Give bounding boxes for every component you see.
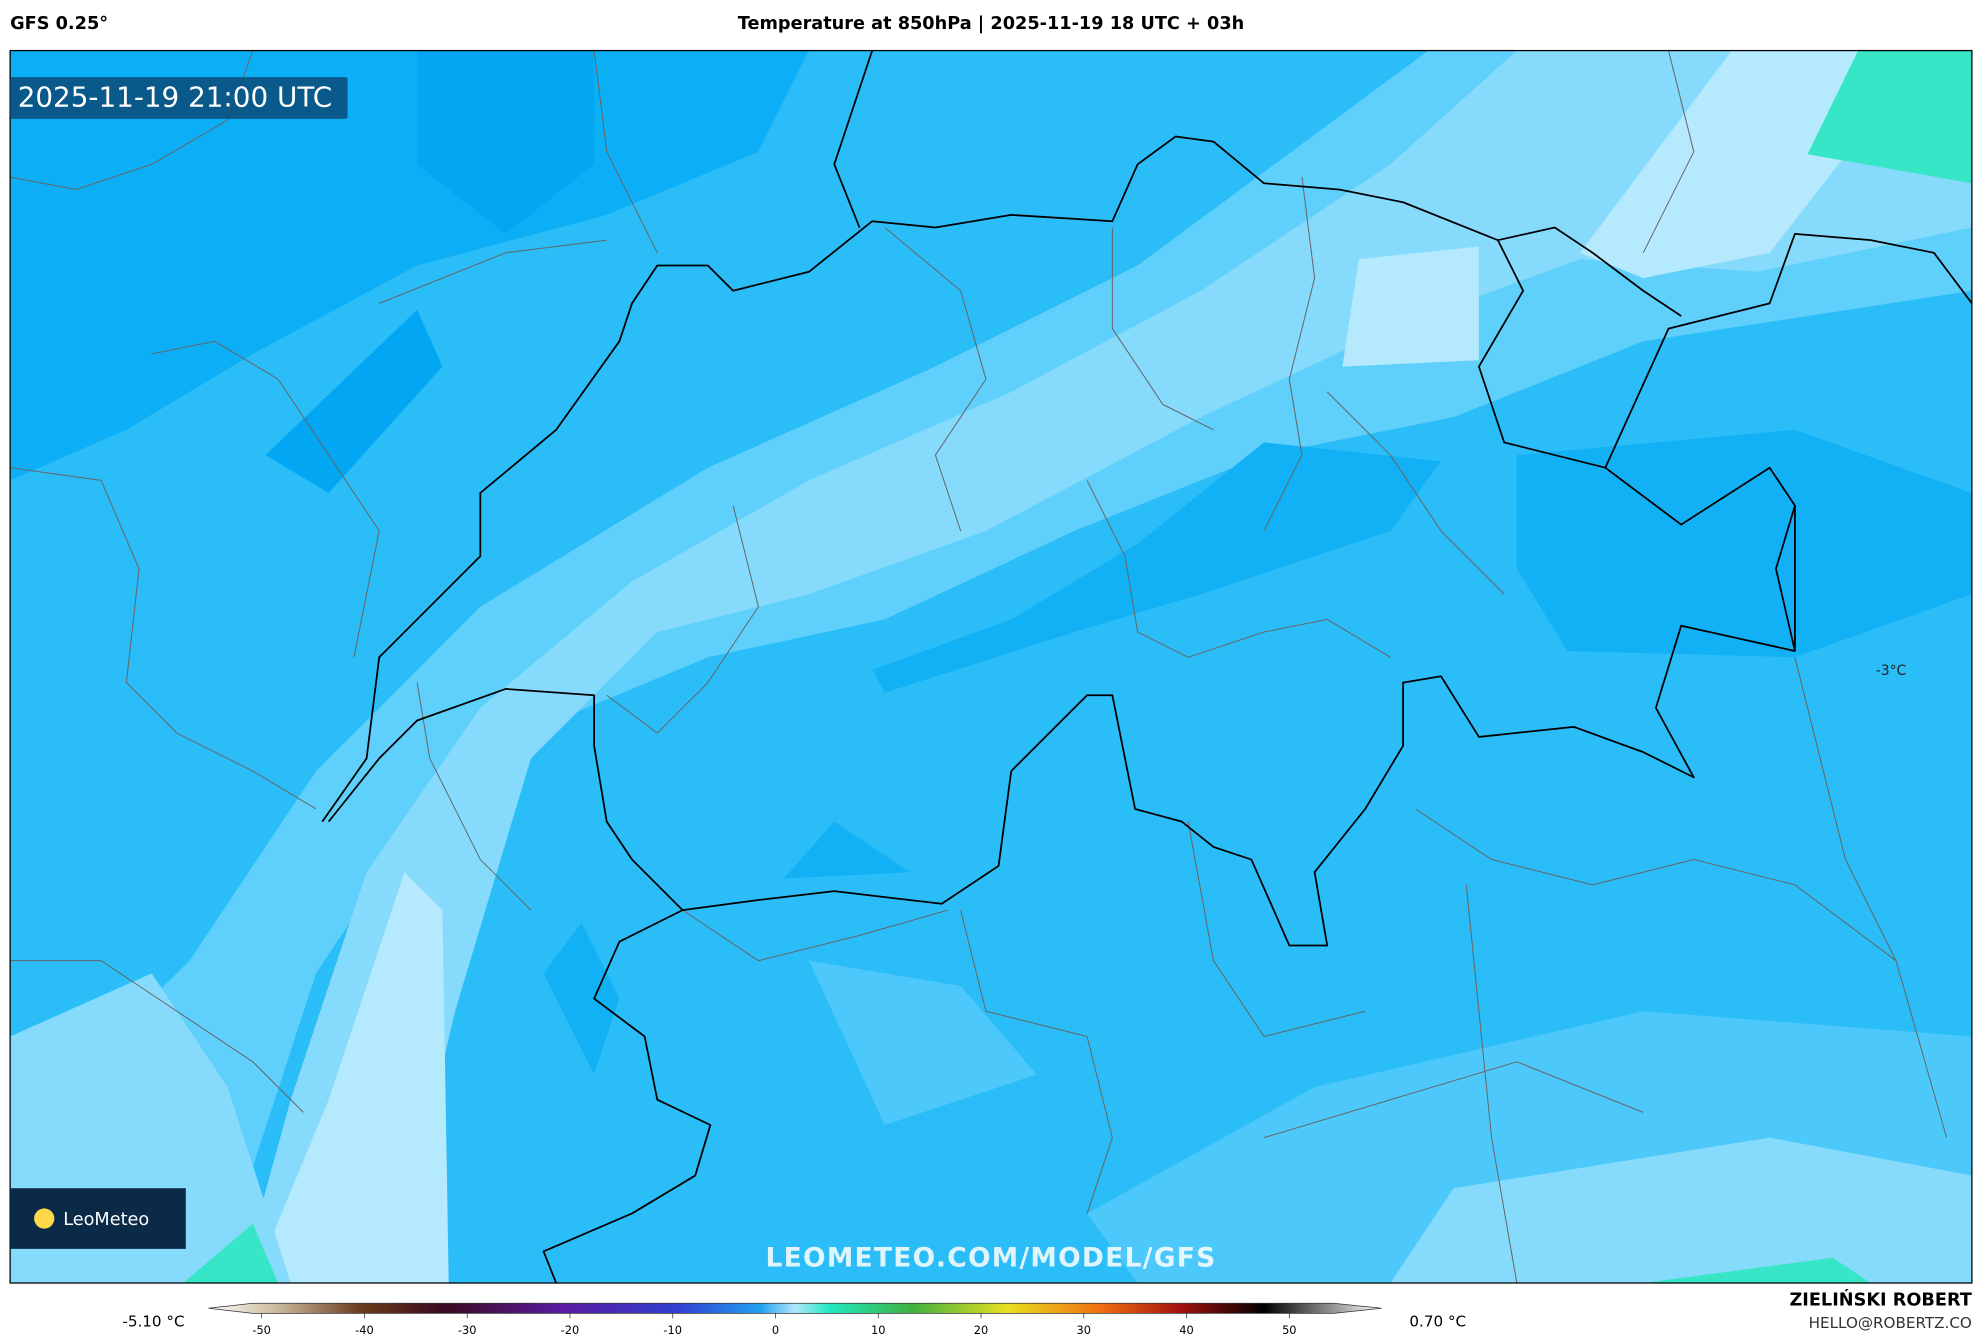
author: ZIELIŃSKI ROBERT xyxy=(1789,1289,1971,1311)
colorbar-tick-label: 0 xyxy=(772,1323,779,1337)
colorbar xyxy=(208,1302,1382,1314)
contour-fill xyxy=(183,1223,279,1284)
contour-fill xyxy=(1342,246,1479,367)
time-badge xyxy=(10,77,348,119)
colorbar-tick-label: -10 xyxy=(663,1323,682,1337)
contour-fill xyxy=(1807,50,1972,184)
contour-label: -3°C xyxy=(1876,663,1907,679)
country-border xyxy=(542,50,1972,1284)
colorbar-tick-label: 10 xyxy=(871,1323,885,1337)
contour-fill xyxy=(1643,1257,1871,1284)
colorbar-tick-label: -40 xyxy=(355,1323,374,1337)
admin-border xyxy=(10,50,1948,1284)
contour-fill xyxy=(808,960,1037,1125)
contour-fill xyxy=(872,442,1441,693)
watermark: LEOMETEO.COM/MODEL/GFS xyxy=(765,1242,1216,1273)
colorbar-tick-label: 20 xyxy=(974,1323,988,1337)
map-frame xyxy=(9,49,1973,1284)
colorbar-tick-label: -30 xyxy=(458,1323,477,1337)
contour-fill xyxy=(10,50,1972,1284)
legend-max: 0.70 °C xyxy=(1409,1313,1466,1331)
logo-sun xyxy=(34,1208,55,1229)
colorbar-tick-label: 30 xyxy=(1077,1323,1091,1337)
chart-title: Temperature at 850hPa | 2025-11-19 18 UT… xyxy=(738,14,1244,34)
colorbar-tick-label: 40 xyxy=(1179,1323,1193,1337)
colorbar-tick-label: -20 xyxy=(561,1323,580,1337)
contour-fill xyxy=(417,50,595,234)
logo-text: LeoMeteo xyxy=(63,1210,149,1230)
contour-fill xyxy=(252,872,449,1284)
valid-time: 2025-11-19 21:00 UTC xyxy=(18,81,332,114)
contour-fill xyxy=(543,922,620,1075)
map xyxy=(10,50,1972,1284)
model-label: GFS 0.25° xyxy=(10,14,108,34)
contour-fill xyxy=(265,309,443,493)
contour-fill xyxy=(1390,1137,1972,1284)
legend-min: -5.10 °C xyxy=(122,1313,184,1331)
contact: HELLO@ROBERTZ.CO xyxy=(1809,1314,1972,1332)
country-border xyxy=(321,135,1796,947)
colorbar-tick-label: 50 xyxy=(1282,1323,1296,1337)
contour-fill xyxy=(10,50,809,481)
colorbar-tick-label: -50 xyxy=(252,1323,271,1337)
contour-fill xyxy=(783,821,911,879)
